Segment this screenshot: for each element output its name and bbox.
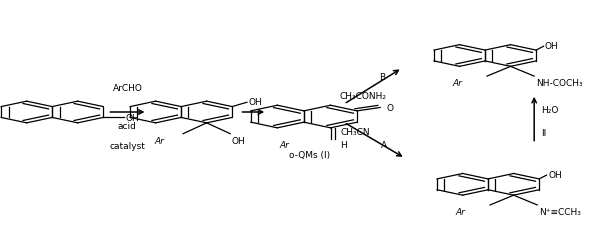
Text: CH₃CONH₂: CH₃CONH₂ [340, 91, 386, 100]
Text: OH: OH [231, 136, 246, 145]
Text: OH: OH [249, 97, 262, 106]
Text: A: A [381, 141, 387, 150]
Text: O: O [386, 104, 394, 112]
Text: OH: OH [125, 113, 139, 122]
Text: catalyst: catalyst [109, 142, 146, 151]
Text: ArCHO: ArCHO [112, 83, 142, 92]
Text: acid: acid [118, 122, 137, 130]
Text: B: B [379, 73, 385, 82]
Text: II: II [542, 128, 547, 137]
Text: H₂O: H₂O [542, 106, 559, 115]
Text: Ar: Ar [279, 141, 289, 150]
Text: N⁺≡CCH₃: N⁺≡CCH₃ [538, 207, 581, 216]
Text: Ar: Ar [456, 207, 465, 216]
Text: Ar: Ar [155, 136, 165, 145]
Text: CH₃CN: CH₃CN [341, 127, 370, 136]
Text: o-QMs (I): o-QMs (I) [289, 151, 330, 160]
Text: NH-COCH₃: NH-COCH₃ [535, 79, 582, 88]
Text: OH: OH [545, 42, 559, 51]
Text: H: H [340, 141, 346, 150]
Text: OH: OH [548, 170, 562, 179]
Text: Ar: Ar [453, 79, 462, 88]
